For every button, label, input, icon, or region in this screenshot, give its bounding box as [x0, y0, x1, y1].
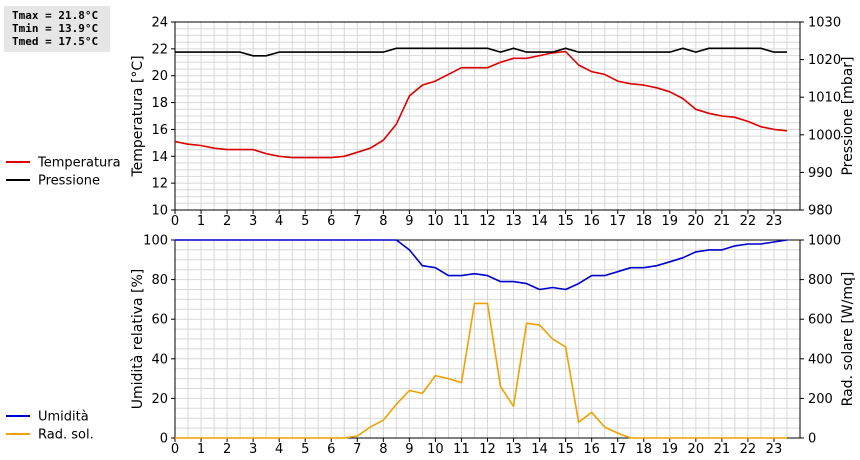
x-tick-label: 22 — [740, 442, 757, 457]
tmax-label: Tmax = 21.8°C — [12, 9, 99, 22]
x-tick-label: 3 — [249, 214, 257, 229]
x-tick-label: 9 — [405, 214, 413, 229]
y-left-tick-label: 16 — [151, 123, 168, 138]
x-tick-label: 9 — [405, 442, 413, 457]
y-left-tick-label: 20 — [151, 392, 168, 407]
x-tick-label: 2 — [223, 442, 231, 457]
y-right-axis-label: Rad. solare [W/mq] — [840, 272, 856, 407]
y-right-tick-label: 800 — [808, 273, 833, 288]
x-tick-label: 7 — [353, 442, 361, 457]
y-left-tick-label: 60 — [151, 313, 168, 328]
x-tick-label: 11 — [453, 442, 470, 457]
y-left-tick-label: 18 — [151, 96, 168, 111]
temperature-pressure-chart: 0 1 2 3 4 5 6 7 8 9 10 11 12 13 14 15 16 17 18 19 20 21 22 2310… — [6, 16, 856, 229]
x-tick-label: 12 — [479, 442, 496, 457]
x-tick-label: 1 — [197, 214, 205, 229]
x-tick-label: 7 — [353, 214, 361, 229]
x-tick-label: 22 — [740, 214, 757, 229]
x-tick-label: 5 — [301, 214, 309, 229]
x-tick-label: 2 — [223, 214, 231, 229]
x-tick-label: 13 — [505, 442, 522, 457]
stats-box: Tmax = 21.8°C Tmin = 13.9°C Tmed = 17.5°… — [4, 6, 110, 52]
series-line-pressione — [175, 47, 787, 57]
humidity-radiation-chart: 0 1 2 3 4 5 6 7 8 9 10 11 12 13 14 15 16 17 18 19 20 21 22 2302… — [6, 234, 856, 457]
x-tick-label: 23 — [766, 442, 783, 457]
series-line-temperatura — [174, 50, 788, 159]
y-left-axis-label: Temperatura [°C] — [130, 55, 146, 177]
y-right-tick-label: 0 — [808, 432, 816, 447]
y-right-tick-label: 980 — [808, 204, 833, 219]
series-line-rad-sol- — [175, 302, 787, 439]
x-tick-label: 20 — [688, 442, 705, 457]
x-tick-label: 18 — [635, 214, 652, 229]
x-tick-label: 8 — [379, 442, 387, 457]
y-left-tick-label: 100 — [143, 234, 168, 249]
y-right-tick-label: 1010 — [808, 91, 841, 106]
x-tick-label: 0 — [171, 442, 179, 457]
x-tick-label: 18 — [635, 442, 652, 457]
y-left-tick-label: 14 — [151, 150, 168, 165]
y-right-axis-label: Pressione [mbar] — [840, 56, 856, 175]
y-right-tick-label: 1030 — [808, 16, 841, 31]
y-right-tick-label: 400 — [808, 352, 833, 367]
x-tick-label: 19 — [662, 214, 679, 229]
y-right-tick-label: 600 — [808, 313, 833, 328]
x-tick-label: 8 — [379, 214, 387, 229]
x-tick-label: 20 — [688, 214, 705, 229]
x-tick-label: 17 — [609, 442, 626, 457]
x-tick-label: 4 — [275, 442, 283, 457]
x-tick-label: 23 — [766, 214, 783, 229]
x-tick-label: 10 — [427, 442, 444, 457]
x-tick-label: 4 — [275, 214, 283, 229]
y-left-tick-label: 10 — [151, 204, 168, 219]
y-right-tick-label: 1000 — [808, 128, 841, 143]
x-tick-label: 21 — [714, 214, 731, 229]
x-tick-label: 21 — [714, 442, 731, 457]
y-left-tick-label: 0 — [160, 432, 168, 447]
x-tick-label: 0 — [171, 214, 179, 229]
y-left-tick-label: 80 — [151, 273, 168, 288]
y-right-tick-label: 1020 — [808, 53, 841, 68]
x-tick-label: 6 — [327, 442, 335, 457]
y-left-tick-label: 12 — [151, 177, 168, 192]
x-tick-label: 14 — [531, 214, 548, 229]
x-tick-label: 16 — [583, 214, 600, 229]
legend-label: Rad. sol. — [38, 428, 94, 443]
x-tick-label: 17 — [609, 214, 626, 229]
legend-label: Pressione — [38, 174, 100, 189]
y-right-tick-label: 990 — [808, 166, 833, 181]
x-tick-label: 3 — [249, 442, 257, 457]
y-right-tick-label: 200 — [808, 392, 833, 407]
x-tick-label: 19 — [662, 442, 679, 457]
x-tick-label: 15 — [557, 214, 574, 229]
x-tick-label: 13 — [505, 214, 522, 229]
y-left-tick-label: 20 — [151, 69, 168, 84]
y-left-axis-label: Umidità relativa [%] — [130, 269, 146, 410]
legend-label: Temperatura — [37, 156, 121, 171]
tmed-label: Tmed = 17.5°C — [12, 35, 99, 48]
legend-label: Umidità — [38, 410, 89, 425]
y-right-tick-label: 1000 — [808, 234, 841, 249]
x-tick-label: 16 — [583, 442, 600, 457]
series-line-umidit- — [175, 239, 788, 291]
x-tick-label: 12 — [479, 214, 496, 229]
x-tick-label: 14 — [531, 442, 548, 457]
x-tick-label: 15 — [557, 442, 574, 457]
x-tick-label: 6 — [327, 214, 335, 229]
x-tick-label: 5 — [301, 442, 309, 457]
y-left-tick-label: 24 — [151, 16, 168, 31]
y-left-tick-label: 40 — [151, 352, 168, 367]
x-tick-label: 11 — [453, 214, 470, 229]
tmin-label: Tmin = 13.9°C — [12, 22, 99, 35]
x-tick-label: 10 — [427, 214, 444, 229]
x-tick-label: 1 — [197, 442, 205, 457]
y-left-tick-label: 22 — [151, 42, 168, 57]
